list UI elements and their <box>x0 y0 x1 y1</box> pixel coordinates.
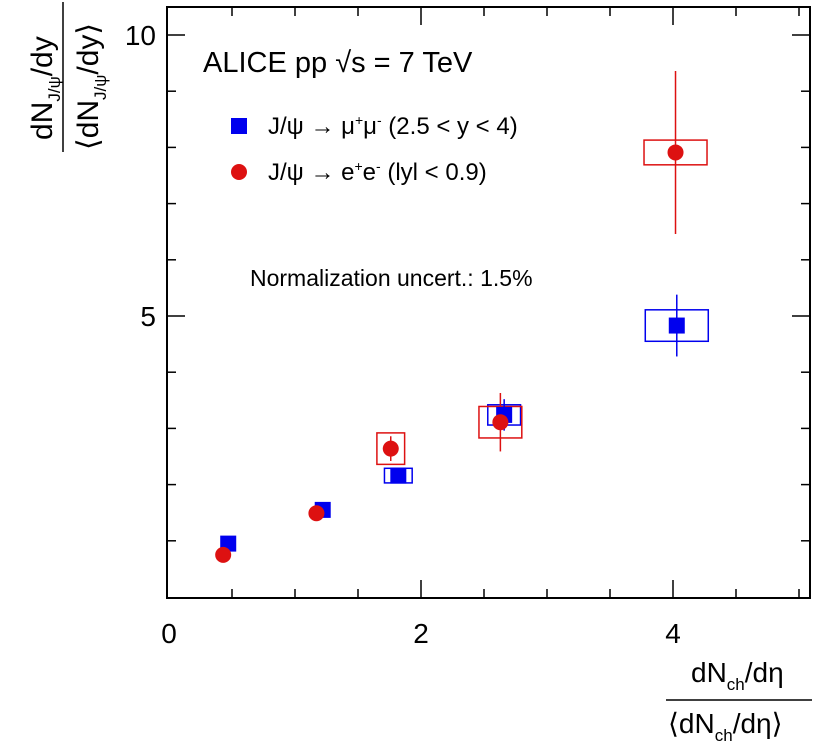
legend-marker-circle <box>231 164 247 180</box>
tick-labels: 0 2 4 5 10 <box>125 20 681 649</box>
svg-text:⟨dNJ/ψ/dy⟩: ⟨dNJ/ψ/dy⟩ <box>72 23 110 150</box>
axis-ticks <box>167 7 810 598</box>
y-tick-label: 10 <box>125 20 156 51</box>
chart-title: ALICE pp √s = 7 TeV <box>203 47 473 79</box>
data-point-square <box>668 317 685 334</box>
x-tick-label: 2 <box>413 618 429 649</box>
data-point-circle <box>382 440 399 457</box>
systematic-box <box>376 432 406 466</box>
data-point-square <box>390 467 407 484</box>
x-axis-label: dNch/dη ⟨dNch/dη⟩ <box>666 657 812 745</box>
systematic-boxes <box>217 139 710 559</box>
normalization-annotation: Normalization uncert.: 1.5% <box>250 265 533 291</box>
plot-frame <box>166 6 811 599</box>
svg-text:⟨dNch/dη⟩: ⟨dNch/dη⟩ <box>668 708 783 745</box>
svg-text:dNJ/ψ/dy: dNJ/ψ/dy <box>26 36 64 140</box>
legend-label-muon: J/ψ → μ+μ- (2.5 < y < 4) <box>268 112 518 140</box>
legend-label-electron: J/ψ → e+e- (lyl < 0.9) <box>268 158 487 186</box>
svg-text:dNch/dη: dNch/dη <box>691 657 784 694</box>
legend-marker-square <box>231 118 247 134</box>
y-tick-label: 5 <box>140 301 156 332</box>
legend: J/ψ → μ+μ- (2.5 < y < 4) J/ψ → e+e- (lyl… <box>231 112 518 186</box>
data-point-circle <box>215 546 232 563</box>
data-point-circle <box>492 414 509 431</box>
data-markers <box>215 144 685 563</box>
data-point-circle <box>308 505 325 522</box>
y-axis-label: dNJ/ψ/dy ⟨dNJ/ψ/dy⟩ <box>26 2 110 152</box>
error-bars <box>222 70 678 558</box>
x-tick-label: 0 <box>161 618 177 649</box>
data-point-circle <box>667 144 684 161</box>
x-tick-label: 4 <box>665 618 681 649</box>
